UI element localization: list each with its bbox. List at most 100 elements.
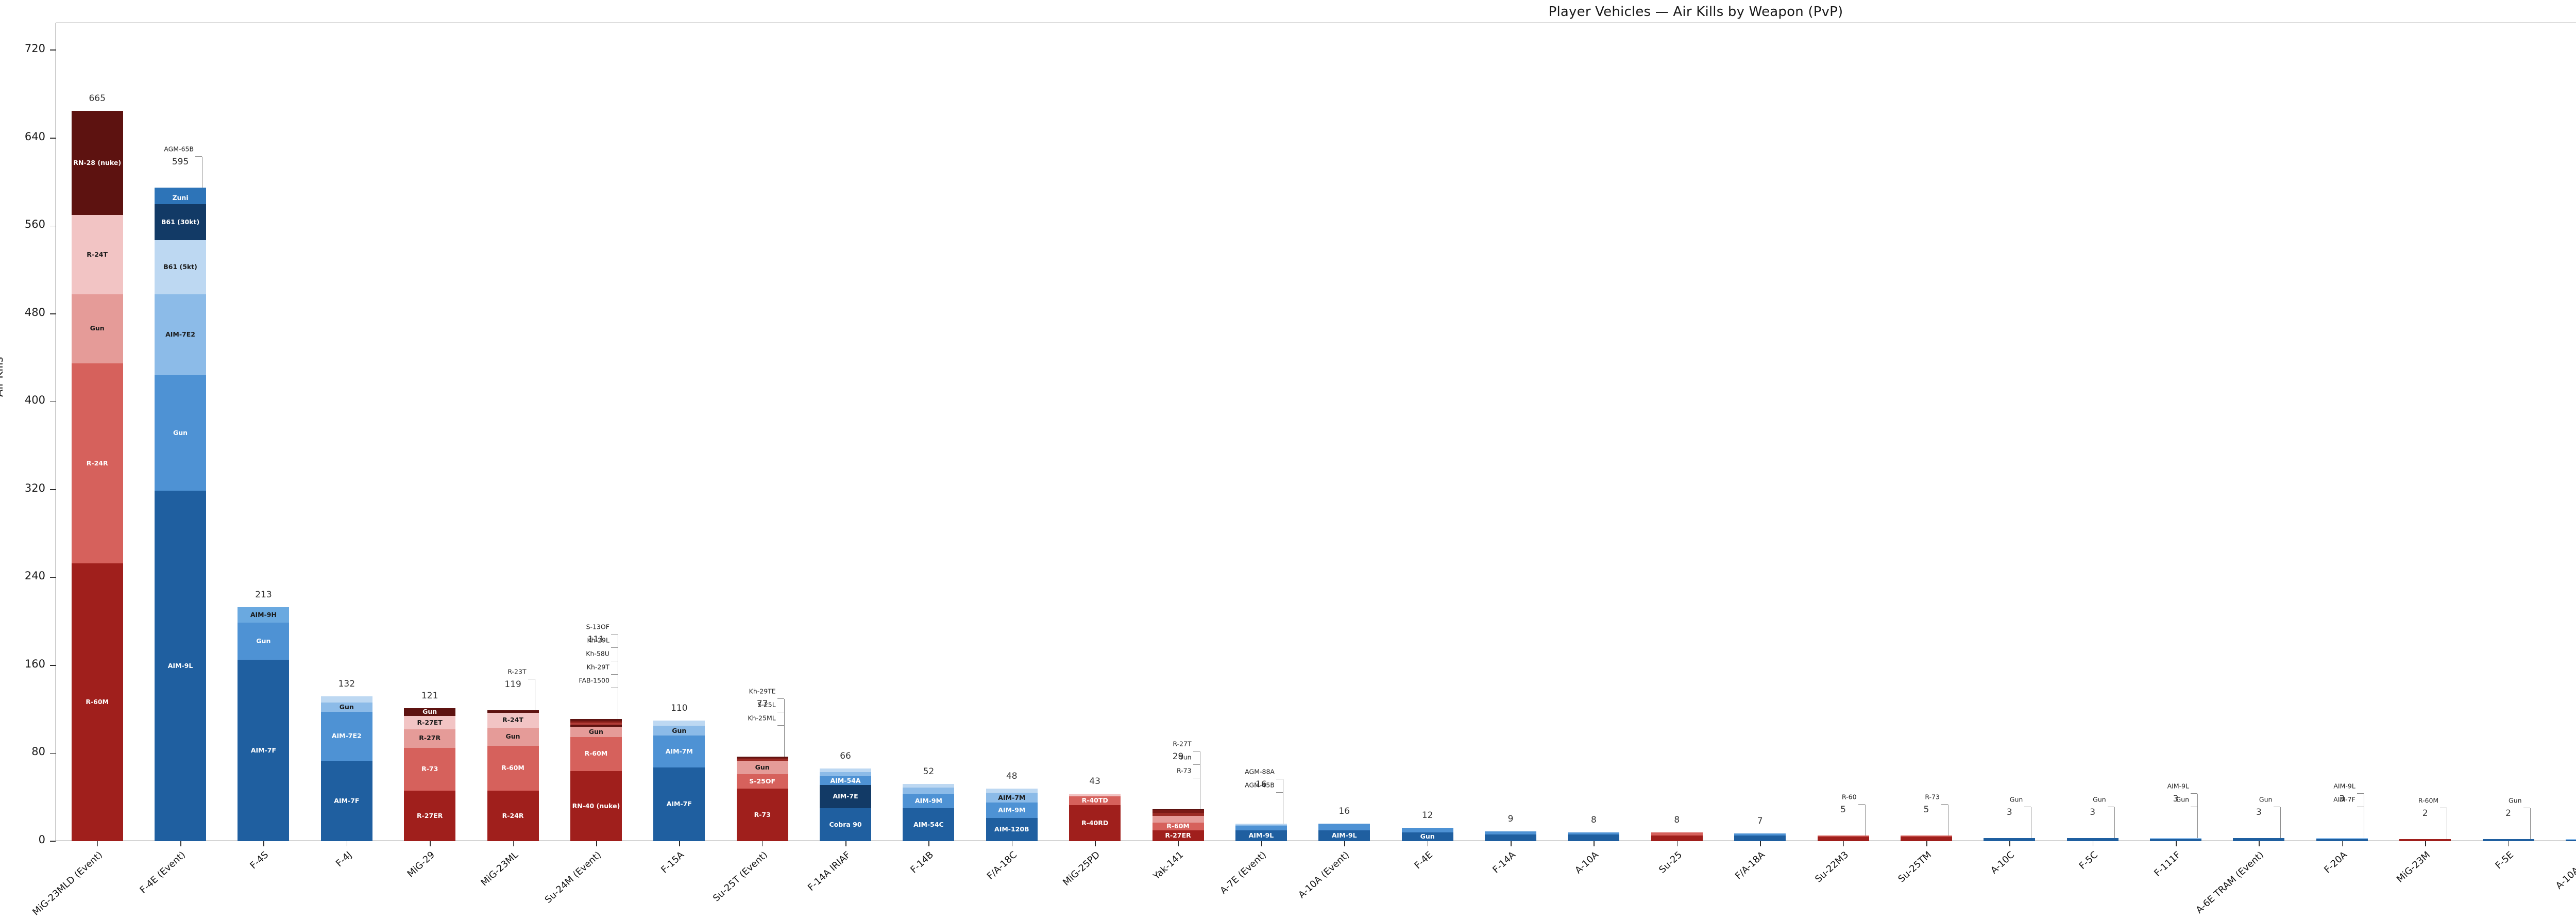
bar-segment[interactable] (1152, 816, 1204, 823)
bar-segment[interactable]: Gun (487, 728, 539, 746)
bar-group[interactable]: 5 R-73 (1900, 23, 1952, 841)
bar-segment[interactable] (2316, 838, 2368, 839)
bar-segment[interactable] (320, 696, 372, 703)
bar-segment[interactable] (1984, 838, 2036, 841)
bar-segment[interactable]: AIM-7F (653, 767, 705, 841)
bar-segment[interactable]: R-60M (71, 563, 123, 841)
bar-group[interactable]: 595 AGM-65B Zuni B61 (30kt) B61 (5kt) AIM-7E2… (155, 23, 207, 841)
bar-group[interactable]: 3 AIM-9L Gun (2150, 23, 2202, 841)
bar-group[interactable]: 665 RN-28 (nuke) R-24T Gun R-24R R-60M (71, 23, 123, 841)
bar-segment[interactable] (2066, 838, 2119, 841)
bar-group[interactable]: 3 Gun (2066, 23, 2119, 841)
bar-group[interactable]: 111 S-13OF Kh-29L Kh-58U Kh-29T FAB-1500 Gun R-… (570, 23, 622, 841)
bar-segment[interactable]: AIM-54A (820, 776, 872, 786)
bar-segment[interactable] (2150, 839, 2202, 841)
bar-group[interactable]: 48 AIM-7M AIM-9M AIM-120B (986, 23, 1038, 841)
bar-segment[interactable]: AIM-7E (820, 785, 872, 809)
bar-group[interactable]: 52 AIM-9M AIM-54C (903, 23, 955, 841)
bar-group[interactable]: 29 R-27T Gun R-73 R-60M R-27ER (1152, 23, 1204, 841)
bar-segment[interactable] (1817, 836, 1869, 837)
bar-segment[interactable] (736, 756, 788, 758)
bar-group[interactable]: 16 AGM-88A AGM-45B AIM-9L (1235, 23, 1287, 841)
bar-group[interactable]: 3 Gun (2233, 23, 2285, 841)
bar-segment[interactable] (570, 719, 622, 721)
bar-segment[interactable] (1734, 833, 1786, 836)
bar-segment[interactable]: AIM-7F (238, 660, 290, 841)
bar-group[interactable]: 66 AIM-54A AIM-7E Cobra 90 (820, 23, 872, 841)
bar-segment[interactable]: Gun (1401, 832, 1453, 841)
bar-segment[interactable] (903, 784, 955, 788)
bar-group[interactable]: 121 Gun R-27ET R-27R R-73 R-27ER (404, 23, 456, 841)
bar-segment[interactable] (1734, 836, 1786, 841)
bar-group[interactable]: 43 R-40TD R-40RD (1069, 23, 1121, 841)
bar-segment[interactable] (155, 187, 207, 192)
bar-group[interactable]: 16 AIM-9L (1318, 23, 1370, 841)
bar-segment[interactable] (1152, 809, 1204, 811)
bar-segment[interactable]: AIM-7E2 (320, 711, 372, 761)
bar-segment[interactable]: AIM-9H (238, 607, 290, 623)
bar-segment[interactable]: R-24T (71, 215, 123, 294)
bar-group[interactable]: 110 Gun AIM-7M AIM-7F (653, 23, 705, 841)
bar-segment[interactable]: RN-40 (nuke) (570, 771, 622, 841)
bar-segment[interactable] (1401, 828, 1453, 832)
bar-segment[interactable] (570, 721, 622, 723)
bar-segment[interactable] (1152, 812, 1204, 816)
bar-segment[interactable] (1318, 823, 1370, 830)
bar-segment[interactable] (1485, 831, 1537, 835)
bar-group[interactable]: 8 (1651, 23, 1703, 841)
bar-segment[interactable]: Gun (238, 622, 290, 660)
bar-segment[interactable] (1651, 832, 1703, 836)
bar-segment[interactable]: Gun (736, 761, 788, 774)
bar-segment[interactable] (2399, 839, 2451, 841)
bar-group[interactable]: 119 R-23T R-24T Gun R-60M R-24R (487, 23, 539, 841)
bar-group[interactable]: 213 AIM-9H Gun AIM-7F (238, 23, 290, 841)
bar-group[interactable]: 2 R-60M (2399, 23, 2451, 841)
bar-segment[interactable]: Gun (653, 726, 705, 736)
bar-group[interactable]: 3 Gun (1984, 23, 2036, 841)
bar-segment[interactable] (1651, 836, 1703, 841)
bar-segment[interactable]: R-27ER (1152, 830, 1204, 841)
bar-segment[interactable]: R-24R (487, 790, 539, 841)
bar-group[interactable]: 77 Kh-29TE S-25L Kh-25ML Gun S-25OF R-73 (736, 23, 788, 841)
bar-segment[interactable] (2565, 839, 2576, 840)
bar-segment[interactable] (2482, 839, 2534, 841)
bar-segment[interactable]: B61 (30kt) (155, 204, 207, 241)
bar-segment[interactable] (736, 758, 788, 759)
bar-segment[interactable]: R-60M (1152, 822, 1204, 830)
bar-segment[interactable] (2233, 838, 2285, 841)
bar-segment[interactable]: R-27R (404, 729, 456, 748)
bar-segment[interactable] (1235, 825, 1287, 826)
bar-segment[interactable]: R-73 (404, 747, 456, 791)
bar-segment[interactable] (487, 710, 539, 713)
bar-segment[interactable]: AIM-7F (320, 761, 372, 841)
bar-segment[interactable] (2150, 838, 2202, 839)
bar-segment[interactable] (1235, 826, 1287, 830)
bar-segment[interactable] (986, 788, 1038, 793)
bar-segment[interactable] (653, 720, 705, 726)
bar-segment[interactable]: R-60M (487, 745, 539, 791)
bar-segment[interactable]: S-25OF (736, 774, 788, 789)
bar-segment[interactable]: Gun (320, 703, 372, 712)
bar-segment[interactable]: Gun (71, 294, 123, 363)
bar-segment[interactable]: R-40RD (1069, 805, 1121, 841)
bar-segment[interactable]: R-27ET (404, 716, 456, 729)
bar-group[interactable]: 132 Gun AIM-7E2 AIM-7F (320, 23, 372, 841)
bar-segment[interactable] (1568, 834, 1620, 841)
bar-segment[interactable]: AIM-9L (1318, 830, 1370, 841)
bar-segment[interactable]: AIM-7E2 (155, 294, 207, 376)
bar-segment[interactable]: R-60M (570, 737, 622, 771)
bar-segment[interactable]: AIM-7M (653, 736, 705, 768)
bar-segment[interactable]: R-24T (487, 712, 539, 728)
bar-segment[interactable] (1485, 834, 1537, 841)
bar-group[interactable]: 2 Gun (2482, 23, 2534, 841)
bar-segment[interactable]: AIM-7M (986, 793, 1038, 803)
bar-segment[interactable]: AIM-9M (903, 794, 955, 809)
bar-segment[interactable] (1069, 794, 1121, 796)
bar-segment[interactable] (1900, 836, 1952, 837)
bar-segment[interactable]: R-40TD (1069, 796, 1121, 805)
bar-segment[interactable] (2565, 840, 2576, 841)
bar-segment[interactable]: RN-28 (nuke) (71, 110, 123, 215)
bar-segment[interactable]: Zuni (155, 192, 207, 204)
bar-segment[interactable] (1152, 810, 1204, 813)
